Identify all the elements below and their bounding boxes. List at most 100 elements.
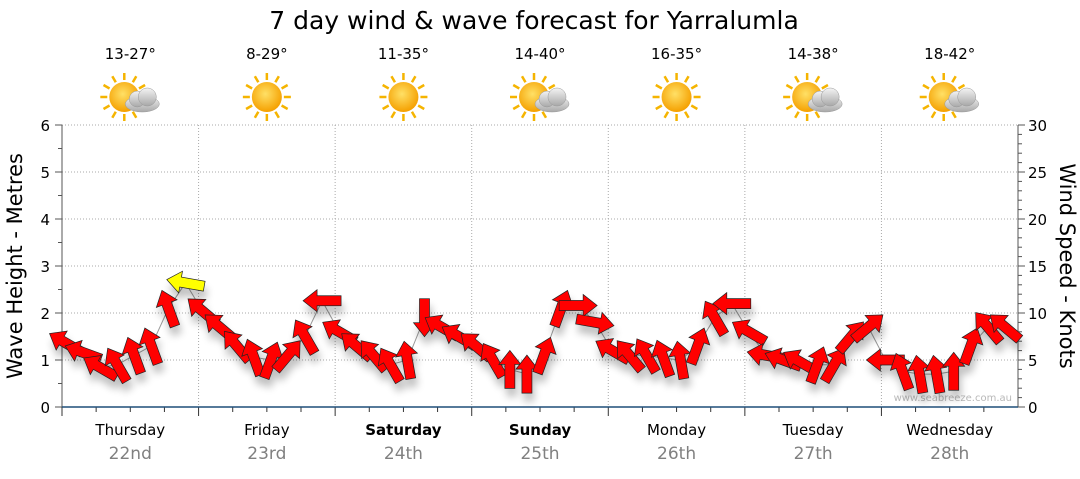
wind-arrow <box>685 327 711 366</box>
sun-ray <box>131 111 138 119</box>
wind-arrow <box>104 347 132 385</box>
sun-ray <box>541 75 548 83</box>
x-tick-label-day: Tuesday <box>782 421 844 439</box>
y-tick-label-right: 5 <box>1028 352 1038 370</box>
wind-arrow <box>731 319 769 347</box>
wind-arrow <box>668 340 692 380</box>
wind-arrow <box>377 347 405 385</box>
x-tick-label-day: Monday <box>647 421 706 439</box>
sun-ray <box>390 111 397 119</box>
sun-icon <box>379 73 428 121</box>
sun-ray <box>280 104 289 111</box>
y-tick-label-right: 10 <box>1028 305 1047 323</box>
wind-arrow <box>166 270 206 294</box>
wind-arrow <box>941 351 966 391</box>
wind-arrow <box>575 311 615 335</box>
cloud-part <box>547 87 567 107</box>
sun-ray <box>663 75 670 83</box>
day-temperature: 14-38° <box>788 45 839 63</box>
x-tick-label-date: 28th <box>930 444 969 464</box>
sun-ray <box>410 111 417 119</box>
sun-ray <box>930 75 937 83</box>
sun-ray <box>690 104 698 111</box>
sun-ray <box>245 83 253 90</box>
wind-arrow <box>959 327 984 366</box>
wind-arrow <box>975 312 1005 346</box>
cloud-icon <box>125 87 160 113</box>
wind-arrow <box>805 346 830 385</box>
cloud-icon <box>534 87 570 113</box>
x-tick-label-date: 22nd <box>109 444 152 464</box>
sun-cloud-icon <box>783 73 843 121</box>
x-tick-label-date: 23rd <box>247 444 286 464</box>
sun-ray <box>280 83 289 90</box>
sun-ray <box>390 75 397 83</box>
sun-disc <box>661 82 692 112</box>
sun-ray <box>274 111 280 119</box>
x-tick-label-date: 24th <box>384 444 423 464</box>
sun-ray <box>253 111 260 119</box>
y-axis-label-right: Wind Speed - Knots <box>1055 163 1079 368</box>
sun-ray <box>131 75 138 83</box>
sun-ray <box>512 83 520 90</box>
sun-ray <box>382 104 390 111</box>
wind-arrow <box>616 340 646 374</box>
x-tick-label-date: 27th <box>794 444 833 464</box>
watermark: www.seabreeze.com.au <box>894 393 1012 404</box>
wind-arrow <box>865 348 905 372</box>
sun-ray <box>253 75 260 83</box>
y-tick-label-right: 15 <box>1028 258 1047 276</box>
day-temperature: 18-42° <box>924 45 975 63</box>
sun-cloud-icon <box>919 73 979 121</box>
wind-arrow <box>271 340 301 374</box>
sun-disc <box>388 82 419 112</box>
sun-ray <box>548 83 556 90</box>
x-tick-label-day: Saturday <box>365 421 442 439</box>
sun-ray <box>138 83 146 90</box>
wind-arrow <box>515 354 539 394</box>
sun-ray <box>794 111 800 119</box>
wind-arrow <box>138 327 164 366</box>
wind-arrow <box>989 314 1024 344</box>
sun-ray <box>417 104 425 111</box>
sun-ray <box>111 111 117 119</box>
day-temperature: 11-35° <box>378 45 429 63</box>
day-temperature: 8-29° <box>246 45 288 63</box>
wind-arrow <box>292 319 320 356</box>
x-tick-label-day: Friday <box>244 421 290 439</box>
wind-arrow <box>850 314 884 344</box>
day-temperature: 13-27° <box>105 45 156 63</box>
x-tick-label-day: Thursday <box>94 421 165 439</box>
y-tick-label-left: 3 <box>40 258 50 276</box>
sun-ray <box>520 75 527 83</box>
cloud-part <box>138 87 157 107</box>
wind-arrow <box>155 289 181 329</box>
day-temperature: 14-40° <box>514 45 565 63</box>
sun-ray <box>655 83 663 90</box>
sun-ray <box>663 111 670 119</box>
sun-icon <box>242 73 291 121</box>
sun-ray <box>245 104 253 111</box>
wind-arrow <box>889 352 915 392</box>
sun-ray <box>683 75 690 83</box>
wind-arrow <box>498 349 522 389</box>
sun-ray <box>520 111 527 119</box>
sun-ray <box>814 111 821 119</box>
sun-ray <box>102 104 111 111</box>
sun-ray <box>930 111 937 119</box>
wind-arrow <box>302 289 342 313</box>
sun-ray <box>785 104 794 111</box>
sun-ray <box>410 75 417 83</box>
wind-arrow <box>259 341 284 381</box>
wind-arrow <box>907 354 931 395</box>
sun-ray <box>512 104 520 111</box>
wind-arrow <box>395 340 419 380</box>
wind-arrow <box>819 347 847 385</box>
sun-cloud-icon <box>100 73 160 121</box>
sun-ray <box>922 83 930 90</box>
sun-ray <box>690 83 698 90</box>
y-tick-label-right: 20 <box>1028 211 1047 229</box>
cloud-part <box>820 87 840 107</box>
y-tick-label-left: 1 <box>40 352 50 370</box>
